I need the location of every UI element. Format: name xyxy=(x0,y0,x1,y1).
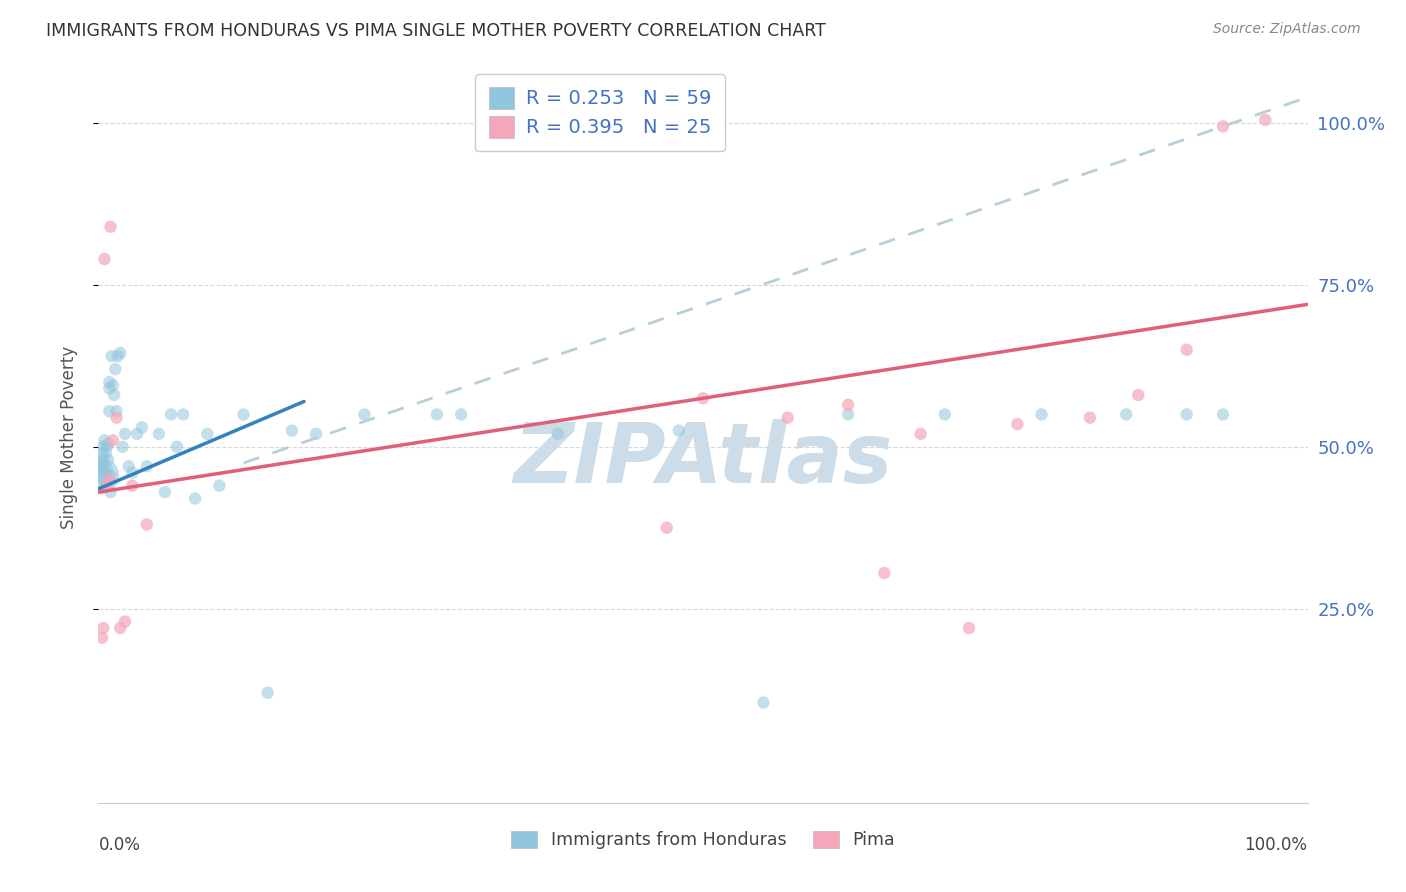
Point xyxy=(107,349,129,363)
Point xyxy=(1175,408,1198,422)
Point xyxy=(184,491,207,506)
Point xyxy=(100,349,122,363)
Point xyxy=(98,404,121,418)
Point xyxy=(166,440,188,454)
Point xyxy=(100,469,122,483)
Point xyxy=(873,566,896,580)
Point xyxy=(135,517,157,532)
Point xyxy=(98,375,121,389)
Point xyxy=(1212,120,1234,134)
Point xyxy=(101,434,124,448)
Point xyxy=(96,462,118,476)
Point xyxy=(547,426,569,441)
Point xyxy=(91,456,114,470)
Point xyxy=(104,362,127,376)
Point xyxy=(135,459,157,474)
Point xyxy=(160,408,183,422)
Point xyxy=(91,631,114,645)
Point xyxy=(91,621,114,635)
Point xyxy=(94,446,117,460)
Point xyxy=(1212,408,1234,422)
Point xyxy=(98,382,121,396)
Y-axis label: Single Mother Poverty: Single Mother Poverty xyxy=(59,345,77,529)
Point xyxy=(96,478,118,492)
Point xyxy=(97,452,120,467)
Point xyxy=(91,446,114,460)
Point xyxy=(114,615,136,629)
Point xyxy=(93,472,115,486)
Point xyxy=(90,469,112,483)
Point xyxy=(127,426,149,441)
Point xyxy=(96,440,118,454)
Point xyxy=(100,219,122,234)
Point xyxy=(957,621,980,635)
Point xyxy=(105,404,128,418)
Point xyxy=(121,466,143,480)
Point xyxy=(91,462,114,476)
Point xyxy=(305,426,328,441)
Point xyxy=(172,408,194,422)
Point xyxy=(118,459,141,474)
Text: ZIPAtlas: ZIPAtlas xyxy=(513,418,893,500)
Point xyxy=(1128,388,1150,402)
Point xyxy=(837,408,859,422)
Point xyxy=(114,426,136,441)
Point xyxy=(934,408,956,422)
Point xyxy=(131,420,153,434)
Point xyxy=(111,440,134,454)
Point xyxy=(1115,408,1137,422)
Point xyxy=(752,696,775,710)
Point xyxy=(108,621,131,635)
Point xyxy=(94,478,117,492)
Point xyxy=(837,398,859,412)
Text: 0.0%: 0.0% xyxy=(98,837,141,855)
Point xyxy=(1031,408,1053,422)
Point xyxy=(91,459,114,474)
Point xyxy=(281,424,304,438)
Point xyxy=(910,426,932,441)
Point xyxy=(101,378,124,392)
Point xyxy=(98,472,121,486)
Point xyxy=(256,686,278,700)
Point xyxy=(1175,343,1198,357)
Point xyxy=(93,434,115,448)
Text: Source: ZipAtlas.com: Source: ZipAtlas.com xyxy=(1213,22,1361,37)
Point xyxy=(91,469,114,483)
Text: IMMIGRANTS FROM HONDURAS VS PIMA SINGLE MOTHER POVERTY CORRELATION CHART: IMMIGRANTS FROM HONDURAS VS PIMA SINGLE … xyxy=(46,22,827,40)
Point xyxy=(93,252,115,266)
Point xyxy=(776,410,799,425)
Point xyxy=(232,408,254,422)
Point xyxy=(353,408,375,422)
Point xyxy=(148,426,170,441)
Point xyxy=(91,440,114,454)
Point xyxy=(1254,112,1277,127)
Legend: Immigrants from Honduras, Pima: Immigrants from Honduras, Pima xyxy=(503,823,903,856)
Text: 100.0%: 100.0% xyxy=(1244,837,1308,855)
Point xyxy=(105,410,128,425)
Point xyxy=(668,424,690,438)
Point xyxy=(1007,417,1029,431)
Point xyxy=(153,485,176,500)
Point xyxy=(1078,410,1101,425)
Point xyxy=(426,408,449,422)
Point xyxy=(100,485,122,500)
Point xyxy=(655,521,678,535)
Point xyxy=(108,346,131,360)
Point xyxy=(692,391,714,405)
Point xyxy=(208,478,231,492)
Point xyxy=(91,452,114,467)
Point xyxy=(121,478,143,492)
Point xyxy=(103,388,125,402)
Point xyxy=(97,436,120,450)
Point xyxy=(450,408,472,422)
Point xyxy=(195,426,218,441)
